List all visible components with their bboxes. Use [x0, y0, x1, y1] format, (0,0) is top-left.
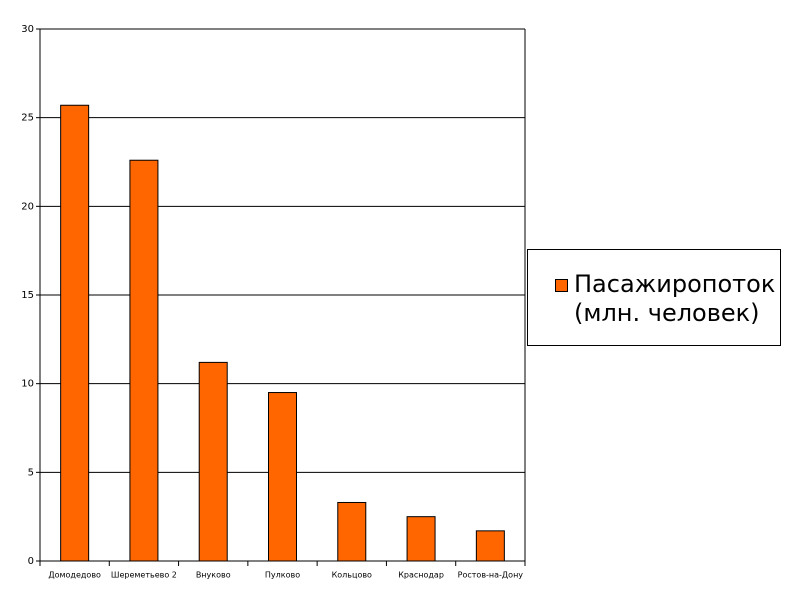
bar	[475, 530, 505, 562]
x-tick-label: Внуково	[196, 571, 231, 580]
x-tick-label: Ростов-на-Дону	[458, 571, 524, 580]
bar	[129, 159, 159, 562]
legend-label: Пасажиропоток (млн. человек)	[574, 270, 776, 327]
bar	[268, 392, 297, 562]
x-tick-label: Кольцово	[332, 571, 372, 580]
y-tick-label: 0	[28, 556, 34, 567]
y-tick-label: 25	[21, 113, 34, 124]
y-tick-label: 20	[21, 201, 34, 212]
legend: Пасажиропоток (млн. человек)	[527, 249, 781, 346]
y-tick-label: 10	[21, 379, 34, 390]
bar	[337, 501, 367, 562]
bar	[198, 361, 228, 562]
y-tick-label: 5	[28, 467, 34, 478]
bar	[406, 516, 436, 562]
x-tick-label: Шереметьево 2	[111, 571, 177, 580]
bar	[60, 104, 90, 562]
y-tick-label: 15	[21, 290, 34, 301]
x-tick-label: Домодедово	[48, 571, 101, 580]
legend-swatch	[555, 279, 568, 292]
x-tick-label: Краснодар	[398, 571, 444, 580]
x-tick-label: Пулково	[265, 571, 300, 580]
y-tick-label: 30	[21, 24, 34, 35]
